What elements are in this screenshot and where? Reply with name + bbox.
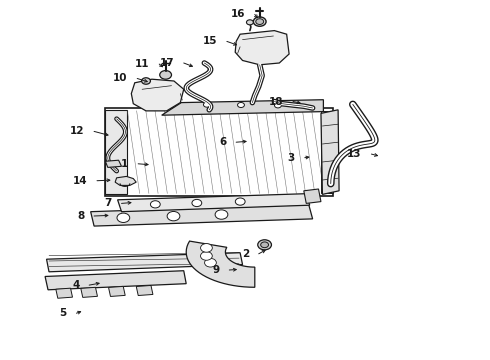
Polygon shape — [105, 160, 122, 167]
Polygon shape — [45, 271, 186, 290]
Circle shape — [150, 201, 160, 208]
Circle shape — [205, 258, 217, 267]
Polygon shape — [321, 111, 333, 193]
Polygon shape — [47, 253, 243, 272]
Polygon shape — [118, 194, 310, 212]
Polygon shape — [136, 285, 153, 296]
Text: 10: 10 — [113, 73, 127, 84]
Circle shape — [167, 211, 180, 221]
Polygon shape — [81, 287, 98, 297]
Text: 7: 7 — [104, 198, 112, 208]
Circle shape — [117, 213, 130, 222]
Circle shape — [258, 240, 271, 250]
Polygon shape — [304, 189, 321, 203]
Circle shape — [160, 71, 172, 79]
Circle shape — [142, 78, 150, 84]
Text: 12: 12 — [70, 126, 84, 136]
Circle shape — [274, 103, 281, 108]
Text: 11: 11 — [135, 59, 149, 69]
Text: 9: 9 — [212, 265, 220, 275]
Text: 8: 8 — [77, 211, 84, 221]
Text: 16: 16 — [230, 9, 245, 19]
Circle shape — [235, 198, 245, 205]
Text: 15: 15 — [202, 36, 217, 46]
Circle shape — [215, 210, 228, 219]
Polygon shape — [105, 110, 127, 194]
Text: 5: 5 — [59, 308, 67, 318]
Polygon shape — [321, 110, 339, 194]
Text: 4: 4 — [72, 280, 79, 290]
Circle shape — [200, 244, 212, 252]
Polygon shape — [115, 176, 136, 185]
Polygon shape — [235, 31, 289, 65]
Text: 17: 17 — [159, 58, 174, 68]
Circle shape — [200, 252, 212, 260]
Text: 3: 3 — [288, 153, 295, 163]
Polygon shape — [56, 288, 73, 298]
Polygon shape — [131, 79, 184, 111]
Circle shape — [192, 199, 202, 207]
Text: 1: 1 — [121, 159, 128, 169]
Text: 18: 18 — [269, 96, 283, 107]
Circle shape — [261, 242, 269, 248]
Circle shape — [203, 102, 210, 107]
Circle shape — [246, 20, 253, 25]
Polygon shape — [91, 204, 313, 226]
Text: 2: 2 — [242, 249, 249, 259]
Circle shape — [238, 103, 245, 108]
Text: 13: 13 — [347, 149, 362, 159]
Polygon shape — [105, 108, 333, 196]
Polygon shape — [109, 287, 125, 297]
Polygon shape — [162, 100, 323, 115]
Text: 6: 6 — [219, 137, 226, 147]
Circle shape — [253, 17, 266, 26]
Text: 14: 14 — [73, 176, 87, 186]
Polygon shape — [186, 241, 255, 287]
Circle shape — [256, 19, 264, 24]
